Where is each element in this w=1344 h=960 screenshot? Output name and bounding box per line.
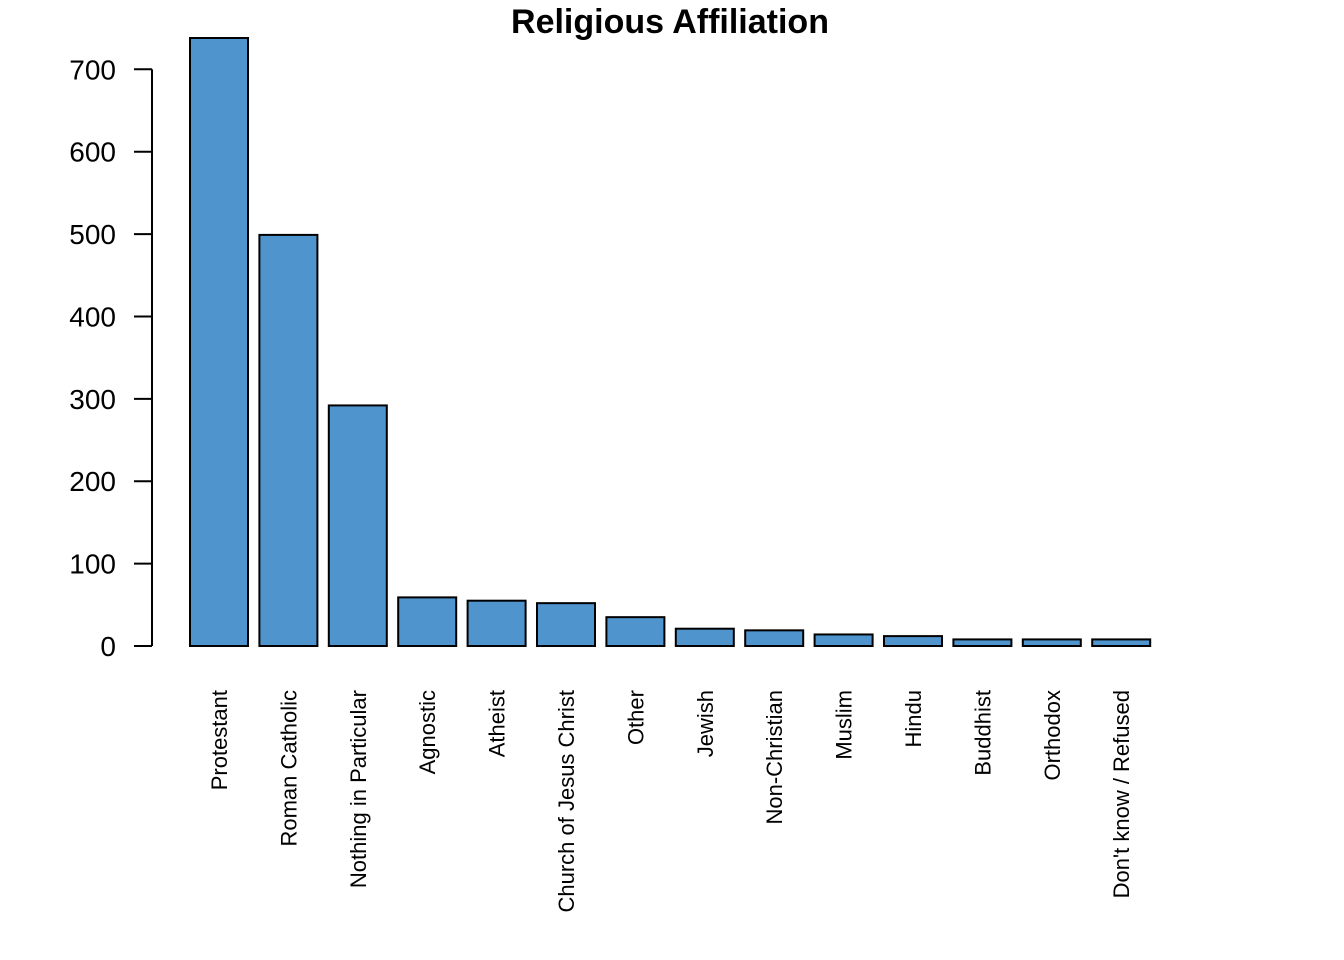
y-tick-label: 600: [69, 137, 116, 168]
x-tick-label: Hindu: [901, 690, 926, 747]
y-tick-label: 300: [69, 384, 116, 415]
y-tick-label: 0: [100, 631, 116, 662]
y-axis: 0 100 200 300 400 500 600 700: [69, 54, 153, 662]
chart-title: Religious Affiliation: [511, 3, 829, 41]
bar-12: [1021, 638, 1082, 648]
x-tick-label: Muslim: [832, 690, 857, 760]
x-tick-label: Other: [623, 690, 648, 745]
bar-1: [258, 233, 319, 648]
bars-group: [189, 37, 1152, 648]
y-tick-label: 400: [69, 301, 116, 332]
bar-8: [744, 629, 805, 647]
x-tick-label: Protestant: [207, 690, 232, 790]
x-tick-label: Orthodox: [1040, 690, 1065, 781]
bar-9: [813, 633, 874, 648]
bar-0: [189, 37, 249, 647]
y-tick-label: 500: [69, 219, 116, 250]
y-tick-label: 700: [69, 54, 116, 85]
x-tick-label: Jewish: [693, 690, 718, 757]
x-tick-label: Don't know / Refused: [1109, 690, 1134, 898]
bar-6: [605, 616, 666, 647]
bar-3: [397, 596, 458, 647]
y-tick-label: 100: [69, 549, 116, 580]
x-tick-label: Roman Catholic: [276, 690, 301, 847]
bar-10: [883, 635, 943, 648]
x-tick-label: Nothing in Particular: [346, 690, 371, 888]
y-tick-label: 200: [69, 466, 116, 497]
x-axis-labels: Protestant Roman Catholic Nothing in Parti…: [207, 690, 1134, 913]
bar-13: [1091, 638, 1152, 648]
bar-7: [674, 627, 735, 647]
bar-4: [466, 599, 527, 648]
bar-11: [952, 638, 1013, 648]
x-tick-label: Agnostic: [415, 690, 440, 774]
x-tick-label: Buddhist: [970, 690, 995, 776]
bar-2: [327, 404, 388, 647]
x-tick-label: Non-Christian: [762, 690, 787, 825]
x-tick-label: Church of Jesus Christ: [554, 690, 579, 913]
bar-5: [536, 602, 596, 648]
x-tick-label: Atheist: [485, 690, 510, 757]
